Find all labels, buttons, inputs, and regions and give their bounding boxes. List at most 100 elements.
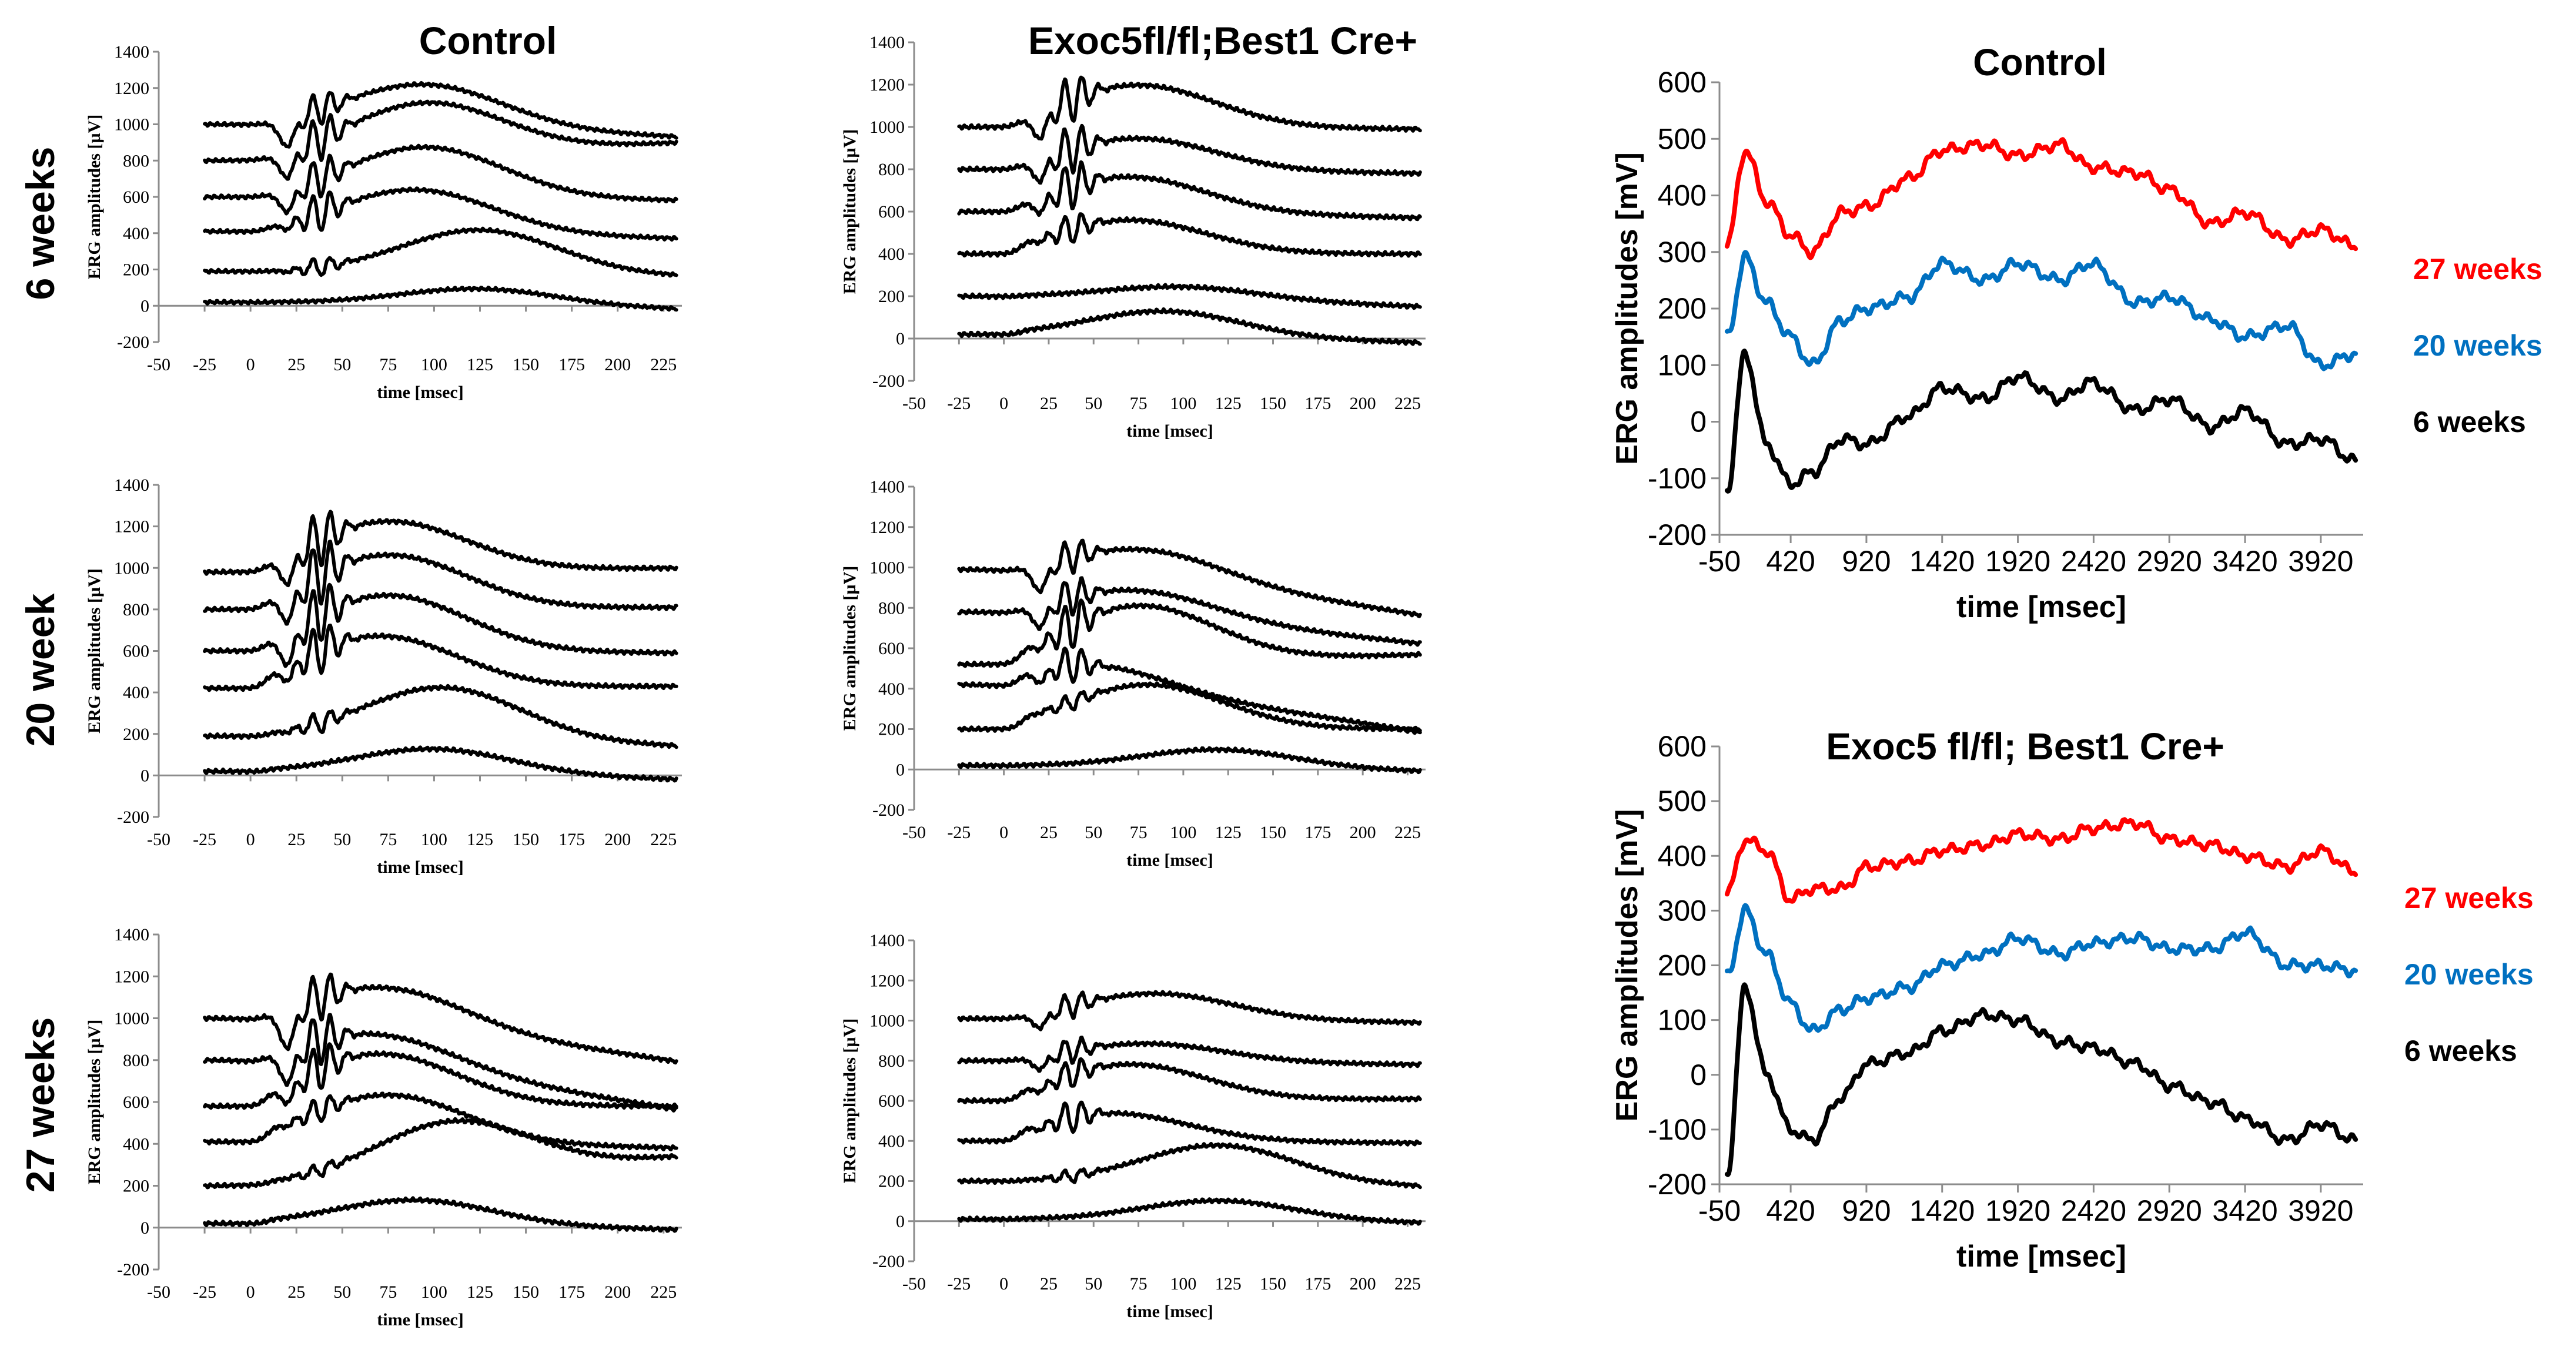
x-tick-label: 125 — [467, 830, 493, 849]
x-tick-label: 225 — [1394, 823, 1421, 842]
x-tick-label: 150 — [513, 1282, 539, 1302]
y-tick-label: 800 — [123, 151, 149, 170]
panel-exoc5-6-weeks: -200 0 200 400 600 800 1000 1200 1400 -50 -25 0 25 50… — [840, 33, 1426, 441]
y-axis-label: ERG amplitudes [µV] — [85, 1020, 104, 1185]
column-title-exoc5: Exoc5fl/fl;Best1 Cre+ — [1028, 19, 1417, 62]
summary-series-line — [1724, 903, 2358, 1033]
x-tick-label: 3420 — [2212, 545, 2277, 578]
erg-trace — [203, 1091, 678, 1151]
x-tick-label: 150 — [1260, 823, 1286, 842]
y-tick-label: 400 — [123, 683, 149, 702]
x-tick-label: 50 — [333, 1282, 351, 1302]
y-tick-label: 0 — [140, 1218, 149, 1238]
x-tick-label: 3920 — [2288, 545, 2353, 578]
x-tick-label: 3920 — [2288, 1194, 2353, 1227]
y-tick-label: 800 — [878, 160, 905, 179]
x-tick-label: 25 — [287, 830, 305, 849]
y-tick-label: 200 — [123, 1177, 149, 1196]
y-tick-label: 1400 — [869, 477, 905, 497]
x-tick-label: 75 — [379, 830, 397, 849]
erg-trace — [957, 75, 1422, 141]
y-tick-label: 400 — [1658, 179, 1707, 212]
x-tick-label: 175 — [558, 1282, 585, 1302]
x-tick-label: 3420 — [2212, 1194, 2277, 1227]
y-tick-label: 400 — [878, 1131, 905, 1151]
x-tick-label: 100 — [1170, 394, 1196, 413]
y-axis-label: ERG amplitudes [µV] — [85, 568, 104, 733]
y-tick-label: 1200 — [869, 75, 905, 95]
y-tick-label: 800 — [123, 1051, 149, 1070]
y-tick-label: 600 — [878, 202, 905, 222]
x-tick-label: -50 — [1698, 545, 1741, 578]
erg-trace — [203, 1013, 678, 1113]
x-tick-label: 75 — [379, 1282, 397, 1302]
x-axis-label: time [msec] — [1126, 850, 1213, 870]
x-tick-label: 150 — [513, 830, 539, 849]
x-tick-label: 125 — [1215, 1274, 1242, 1294]
panel-summary-control: -200 -100 0 100 200 300 400 500 600 -50 420 920 1420… — [1610, 41, 2542, 624]
panel-control-6-weeks: -200 0 200 400 600 800 1000 1200 1400 -50 -25 0 25 50… — [85, 42, 682, 402]
x-tick-label: 100 — [421, 830, 447, 849]
x-tick-label: 75 — [379, 355, 397, 374]
erg-trace — [957, 1141, 1422, 1190]
x-tick-label: 0 — [999, 823, 1008, 842]
x-tick-label: 2420 — [2061, 1194, 2126, 1227]
y-tick-label: 600 — [878, 639, 905, 658]
y-tick-label: 0 — [140, 296, 149, 316]
y-axis-label: ERG amplitudes [µV] — [840, 566, 859, 731]
y-tick-label: 100 — [1658, 349, 1707, 381]
y-tick-label: 0 — [896, 1212, 905, 1231]
x-tick-label: 1420 — [1909, 545, 1975, 578]
erg-trace — [957, 598, 1422, 668]
x-tick-label: -25 — [947, 1274, 971, 1294]
x-tick-label: 2920 — [2137, 545, 2202, 578]
y-tick-label: 600 — [878, 1091, 905, 1111]
legend-label: 27 weeks — [2404, 882, 2534, 915]
y-tick-label: 100 — [1658, 1004, 1707, 1037]
y-tick-label: -200 — [872, 1252, 905, 1271]
x-tick-label: -50 — [902, 1274, 926, 1294]
x-tick-label: 25 — [1040, 1274, 1058, 1294]
y-tick-label: 1400 — [114, 475, 149, 495]
x-tick-label: 75 — [1130, 394, 1148, 413]
x-tick-label: 25 — [287, 1282, 305, 1302]
erg-trace — [957, 1100, 1422, 1147]
x-tick-label: 150 — [513, 355, 539, 374]
erg-trace — [957, 1057, 1422, 1104]
summary-series-line — [1724, 982, 2358, 1177]
erg-trace — [957, 746, 1422, 775]
erg-trace — [957, 307, 1422, 346]
summary-series-line — [1724, 250, 2358, 371]
x-tick-label: 0 — [246, 355, 255, 374]
y-tick-label: -200 — [117, 1260, 149, 1279]
erg-trace — [203, 540, 678, 626]
x-tick-label: 175 — [558, 830, 585, 849]
y-tick-label: -100 — [1648, 1113, 1707, 1146]
x-axis-label: time [msec] — [1126, 421, 1213, 441]
y-tick-label: 400 — [878, 244, 905, 264]
x-tick-label: 200 — [604, 830, 631, 849]
y-tick-label: -200 — [1648, 518, 1707, 551]
y-tick-label: 1000 — [869, 1011, 905, 1031]
x-tick-label: 200 — [1350, 823, 1376, 842]
x-tick-label: 175 — [1304, 1274, 1331, 1294]
x-tick-label: 25 — [287, 355, 305, 374]
x-tick-label: 50 — [1085, 823, 1102, 842]
erg-trace — [203, 582, 678, 668]
row-label-20-week: 20 week — [18, 593, 63, 746]
x-tick-label: 200 — [604, 1282, 631, 1302]
x-tick-label: 225 — [650, 355, 677, 374]
x-tick-label: 50 — [333, 830, 351, 849]
summary-series-line — [1724, 349, 2358, 494]
x-tick-label: 100 — [1170, 823, 1196, 842]
y-tick-label: 600 — [123, 642, 149, 661]
erg-trace — [957, 1036, 1422, 1073]
column-title-control: Control — [419, 19, 557, 62]
x-tick-label: 175 — [1304, 394, 1331, 413]
y-tick-label: -200 — [117, 808, 149, 827]
x-axis-label: time [msec] — [1956, 1240, 2126, 1274]
y-tick-label: 0 — [896, 760, 905, 779]
x-tick-label: 200 — [604, 355, 631, 374]
x-tick-label: 150 — [1260, 394, 1286, 413]
y-tick-label: 200 — [878, 287, 905, 306]
